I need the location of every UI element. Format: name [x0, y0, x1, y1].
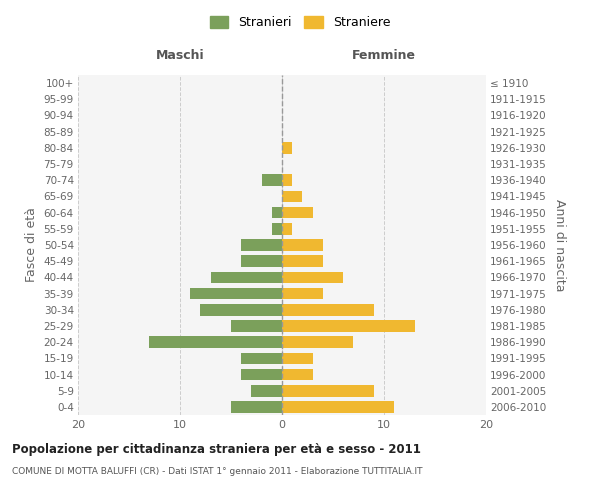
Bar	[282, 401, 394, 412]
Bar	[262, 174, 282, 186]
Bar	[251, 385, 282, 396]
Bar	[282, 174, 292, 186]
Bar	[149, 336, 282, 348]
Y-axis label: Anni di nascita: Anni di nascita	[553, 198, 566, 291]
Bar	[282, 385, 374, 396]
Bar	[282, 190, 302, 202]
Bar	[282, 272, 343, 283]
Bar	[200, 304, 282, 316]
Bar	[241, 352, 282, 364]
Text: Femmine: Femmine	[352, 50, 416, 62]
Bar	[231, 401, 282, 412]
Bar	[282, 142, 292, 154]
Bar	[282, 352, 313, 364]
Text: Popolazione per cittadinanza straniera per età e sesso - 2011: Popolazione per cittadinanza straniera p…	[12, 442, 421, 456]
Bar	[282, 256, 323, 267]
Bar	[282, 336, 353, 348]
Y-axis label: Fasce di età: Fasce di età	[25, 208, 38, 282]
Bar	[231, 320, 282, 332]
Text: COMUNE DI MOTTA BALUFFI (CR) - Dati ISTAT 1° gennaio 2011 - Elaborazione TUTTITA: COMUNE DI MOTTA BALUFFI (CR) - Dati ISTA…	[12, 468, 422, 476]
Bar	[211, 272, 282, 283]
Bar	[282, 368, 313, 380]
Bar	[282, 223, 292, 234]
Bar	[282, 304, 374, 316]
Bar	[282, 320, 415, 332]
Legend: Stranieri, Straniere: Stranieri, Straniere	[205, 11, 395, 34]
Bar	[272, 223, 282, 234]
Bar	[241, 256, 282, 267]
Bar	[190, 288, 282, 300]
Bar	[241, 239, 282, 251]
Text: Maschi: Maschi	[155, 50, 205, 62]
Bar	[282, 288, 323, 300]
Bar	[282, 207, 313, 218]
Bar	[272, 207, 282, 218]
Bar	[282, 239, 323, 251]
Bar	[241, 368, 282, 380]
